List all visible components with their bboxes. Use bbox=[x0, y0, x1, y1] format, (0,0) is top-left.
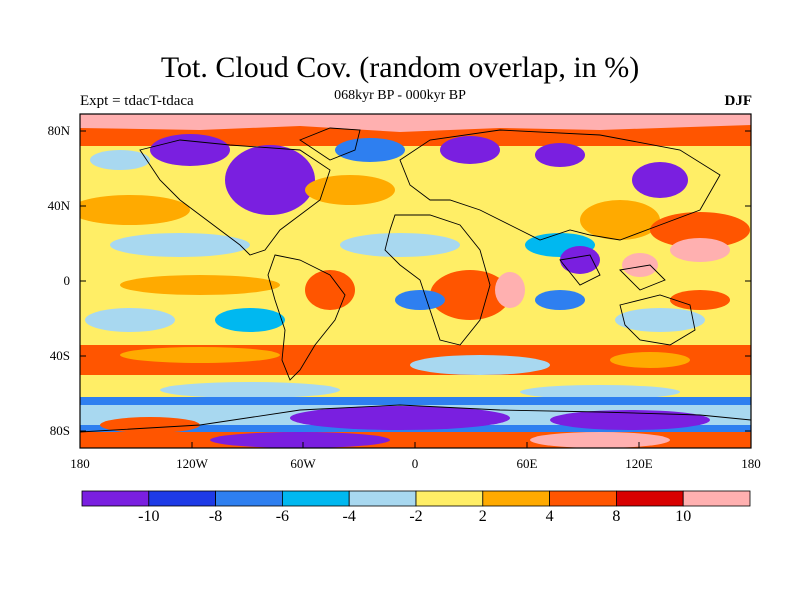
cloud-cover-field bbox=[80, 114, 751, 448]
colorbar-swatch bbox=[415, 490, 484, 507]
colorbar-label: 8 bbox=[612, 508, 621, 525]
lat-tick-label: 80S bbox=[49, 423, 70, 438]
colorbar-swatch bbox=[281, 490, 350, 507]
colorbar-swatch bbox=[348, 490, 417, 507]
lat-tick-label: 40S bbox=[49, 348, 70, 363]
colorbar-swatch bbox=[148, 490, 217, 507]
colorbar-label: -10 bbox=[138, 508, 160, 525]
lon-tick-label: 60E bbox=[516, 456, 538, 471]
experiment-label: Expt = tdacT-tdaca bbox=[80, 93, 194, 109]
colorbar-label: -6 bbox=[275, 508, 290, 525]
plot-subtitle: 068kyr BP - 000kyr BP bbox=[334, 88, 466, 103]
lat-tick-label: 0 bbox=[63, 273, 71, 288]
coastlines bbox=[80, 127, 751, 433]
colorbar-label: 2 bbox=[478, 508, 487, 525]
lon-tick-label: 180 bbox=[70, 456, 90, 471]
colorbar-swatch bbox=[549, 490, 617, 507]
lon-tick-label: 180 bbox=[741, 456, 761, 471]
colorbar-swatch bbox=[482, 490, 550, 507]
colorbar-swatch bbox=[616, 490, 684, 507]
colorbar-swatch bbox=[81, 490, 150, 507]
colorbar-swatch bbox=[682, 490, 751, 507]
lat-tick-label: 80N bbox=[47, 123, 70, 138]
lon-tick-label: 120W bbox=[176, 456, 208, 471]
lon-tick-label: 120E bbox=[625, 456, 653, 471]
lon-tick-label: 60W bbox=[290, 456, 316, 471]
lon-tick-label: 0 bbox=[411, 456, 419, 471]
colorbar-label: 10 bbox=[675, 508, 692, 525]
plot-title: Tot. Cloud Cov. (random overlap, in %) bbox=[160, 51, 640, 84]
season-label: DJF bbox=[724, 93, 753, 109]
colorbar bbox=[81, 490, 751, 507]
colorbar-swatch bbox=[215, 490, 283, 507]
colorbar-label: -8 bbox=[208, 508, 223, 525]
lat-tick-label: 40N bbox=[47, 198, 70, 213]
colorbar-label: -2 bbox=[409, 508, 423, 525]
colorbar-label: -4 bbox=[342, 508, 356, 525]
colorbar-label: 4 bbox=[545, 508, 554, 525]
